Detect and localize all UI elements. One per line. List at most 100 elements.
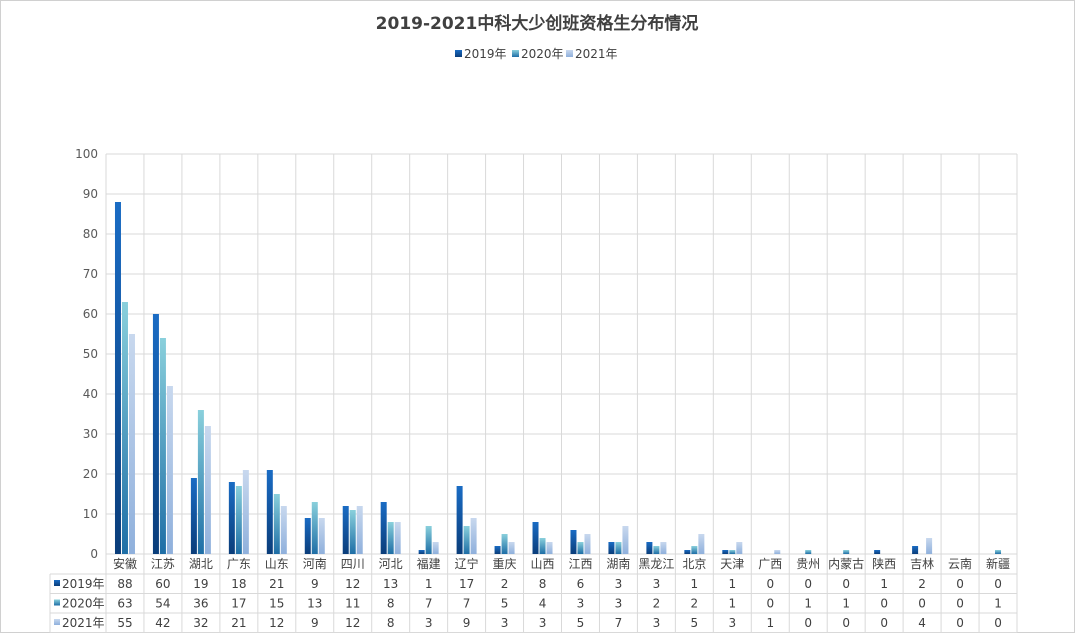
bar-重庆-2019年	[494, 546, 501, 554]
bar-山东-2019年	[266, 470, 273, 554]
data-label: 8	[387, 616, 395, 630]
bar-陕西-2019年	[874, 550, 881, 554]
bar-重庆-2021年	[508, 542, 515, 554]
bar-山西-2021年	[546, 542, 553, 554]
x-tick-label: 江西	[568, 557, 592, 571]
data-label: 13	[383, 577, 398, 591]
bar-江苏-2021年	[166, 386, 173, 554]
data-label: 15	[269, 597, 284, 611]
bar-辽宁-2021年	[470, 518, 477, 554]
data-label: 36	[193, 597, 208, 611]
bar-黑龙江-2021年	[660, 542, 667, 554]
bar-河南-2020年	[311, 502, 318, 554]
legend: 2019年 2020年 2021年	[455, 47, 618, 61]
bar-江苏-2020年	[159, 338, 166, 554]
data-label: 17	[231, 597, 246, 611]
data-label: 0	[804, 616, 812, 630]
x-tick-label: 河北	[379, 557, 403, 571]
bar-山西-2019年	[532, 522, 539, 554]
y-axis: 0 10 20 30 40 50 60 70 80 90 100	[75, 147, 98, 561]
bar-湖南-2020年	[615, 542, 622, 554]
data-label: 3	[615, 597, 623, 611]
data-label: 5	[501, 597, 509, 611]
data-label: 0	[842, 577, 850, 591]
bar-河北-2019年	[380, 502, 387, 554]
data-label: 19	[193, 577, 208, 591]
data-label: 3	[577, 597, 585, 611]
y-tick-label: 60	[83, 307, 98, 321]
data-label: 3	[728, 616, 736, 630]
table-row-label: 2020年	[62, 597, 105, 611]
bar-四川-2021年	[356, 506, 363, 554]
bar-广东-2019年	[228, 482, 235, 554]
x-tick-label: 河南	[303, 556, 327, 571]
bar-广西-2021年	[774, 550, 781, 554]
y-tick-label: 0	[90, 547, 98, 561]
bar-福建-2021年	[432, 542, 439, 554]
x-tick-label: 云南	[948, 556, 972, 571]
data-label: 11	[345, 597, 360, 611]
bar-天津-2019年	[722, 550, 729, 554]
data-label: 1	[728, 597, 736, 611]
x-tick-label: 山西	[531, 557, 555, 571]
legend-swatch-2020年	[512, 50, 519, 57]
bar-江西-2019年	[570, 530, 577, 554]
bar-吉林-2019年	[912, 546, 919, 554]
x-tick-label: 湖南	[606, 556, 630, 571]
data-label: 60	[155, 577, 170, 591]
data-label: 7	[463, 597, 471, 611]
data-label: 1	[766, 616, 774, 630]
bar-江苏-2019年	[152, 314, 159, 554]
data-label: 21	[231, 616, 246, 630]
data-label: 3	[653, 577, 661, 591]
bar-四川-2019年	[342, 506, 349, 554]
y-tick-label: 40	[83, 387, 98, 401]
data-label: 2	[918, 577, 926, 591]
data-table: 2019年 88 60 19 18 21 9 12 13 1 17 2 8 6 3 3 1 1 0 0 0 1 2 0 0202…	[49, 573, 1017, 633]
bar-安徽-2020年	[121, 302, 128, 554]
y-tick-label: 10	[83, 507, 98, 521]
data-label: 1	[425, 577, 433, 591]
bar-湖北-2020年	[197, 410, 204, 554]
table-legend-swatch	[54, 580, 60, 586]
data-label: 12	[345, 616, 360, 630]
bar-内蒙古-2020年	[843, 550, 850, 554]
x-tick-label: 安徽	[113, 556, 137, 571]
data-label: 1	[842, 597, 850, 611]
bar-辽宁-2019年	[456, 486, 463, 554]
x-tick-label: 江苏	[151, 557, 175, 571]
table-row-label: 2021年	[62, 616, 105, 630]
data-label: 1	[994, 597, 1002, 611]
x-tick-label: 四川	[341, 557, 365, 571]
bar-吉林-2021年	[926, 538, 933, 554]
data-label: 7	[425, 597, 433, 611]
legend-label: 2019年	[464, 47, 507, 61]
x-tick-label: 陕西	[872, 556, 896, 571]
bar-辽宁-2020年	[463, 526, 470, 554]
y-tick-label: 20	[83, 467, 98, 481]
bars	[114, 202, 1002, 554]
data-label: 3	[501, 616, 509, 630]
y-tick-label: 50	[83, 347, 98, 361]
bar-河北-2020年	[387, 522, 394, 554]
data-label: 63	[117, 597, 132, 611]
bar-福建-2019年	[418, 550, 425, 554]
data-label: 9	[311, 616, 319, 630]
data-label: 0	[880, 597, 888, 611]
data-label: 0	[766, 577, 774, 591]
data-label: 0	[956, 577, 964, 591]
data-label: 0	[994, 616, 1002, 630]
y-tick-label: 30	[83, 427, 98, 441]
data-label: 6	[577, 577, 585, 591]
grid	[105, 153, 1018, 633]
x-tick-label: 天津	[720, 557, 744, 571]
data-label: 3	[539, 616, 547, 630]
data-label: 13	[307, 597, 322, 611]
table-row-label: 2019年	[62, 577, 105, 591]
bar-广东-2021年	[242, 470, 249, 554]
bar-四川-2020年	[349, 510, 356, 554]
x-tick-label: 广东	[227, 557, 251, 571]
data-label: 18	[231, 577, 246, 591]
data-label: 2	[691, 597, 699, 611]
data-label: 2	[501, 577, 509, 591]
